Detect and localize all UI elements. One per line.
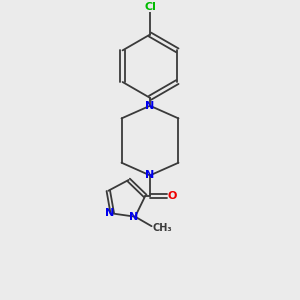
Text: O: O bbox=[167, 191, 177, 201]
Text: N: N bbox=[129, 212, 138, 222]
Text: N: N bbox=[105, 208, 114, 218]
Text: N: N bbox=[146, 170, 154, 180]
Text: CH₃: CH₃ bbox=[152, 223, 172, 233]
Text: Cl: Cl bbox=[144, 2, 156, 12]
Text: N: N bbox=[146, 101, 154, 111]
